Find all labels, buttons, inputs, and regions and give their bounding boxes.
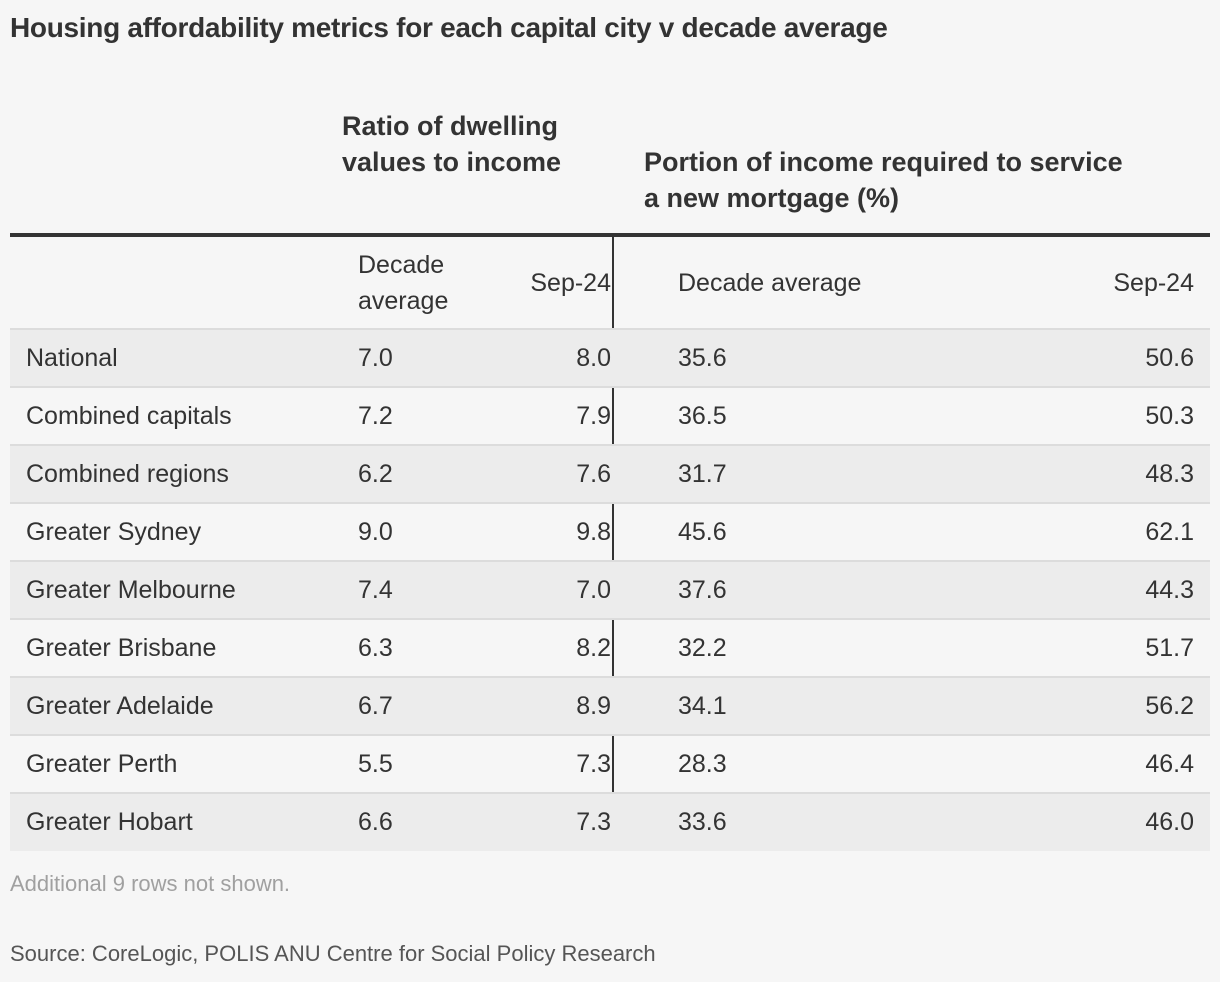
ratio-decade-cell: 7.2 — [358, 401, 393, 430]
chart-title: Housing affordability metrics for each c… — [10, 12, 888, 43]
table-row: Greater Sydney 9.0 9.8 45.6 62.1 — [10, 503, 1210, 561]
ratio-sep24-cell: 7.3 — [576, 749, 611, 778]
column-header-ratio-decade[interactable]: Decade average — [358, 250, 449, 315]
mortgage-sep24-cell: 62.1 — [1145, 517, 1194, 546]
group-divider — [612, 237, 614, 851]
table-row: Combined regions 6.2 7.6 31.7 48.3 — [10, 445, 1210, 503]
column-header-row: Decade average Sep-24 Decade average Sep… — [10, 237, 1210, 329]
mortgage-sep24-cell: 50.6 — [1145, 343, 1194, 372]
mortgage-decade-cell: 36.5 — [678, 401, 727, 430]
mortgage-decade-cell: 35.6 — [678, 343, 727, 372]
data-table: Decade average Sep-24 Decade average Sep… — [10, 237, 1210, 851]
row-name-cell: Combined regions — [26, 459, 229, 488]
ratio-decade-cell: 6.6 — [358, 808, 393, 836]
group-header-mortgage: Portion of income required to service a … — [644, 147, 1123, 213]
ratio-decade-cell: 6.7 — [358, 691, 393, 720]
row-name-cell: Greater Hobart — [26, 808, 193, 836]
mortgage-decade-cell: 31.7 — [678, 459, 727, 488]
row-name-cell: Greater Brisbane — [26, 633, 217, 662]
mortgage-sep24-cell: 51.7 — [1145, 633, 1194, 662]
row-name-cell: Greater Adelaide — [26, 691, 214, 720]
ratio-sep24-cell: 9.8 — [576, 517, 611, 546]
group-header-ratio: Ratio of dwelling values to income — [342, 111, 562, 177]
mortgage-decade-cell: 37.6 — [678, 575, 727, 604]
ratio-decade-cell: 6.3 — [358, 633, 393, 662]
header-rule — [10, 233, 1210, 237]
row-name-cell: Greater Melbourne — [26, 575, 236, 604]
ratio-decade-cell: 5.5 — [358, 749, 393, 778]
ratio-decade-cell: 7.4 — [358, 575, 393, 604]
rows-not-shown-note: Additional 9 rows not shown. — [10, 871, 291, 896]
mortgage-sep24-cell: 46.4 — [1145, 749, 1194, 778]
ratio-sep24-cell: 8.0 — [576, 343, 611, 372]
row-name-cell: National — [26, 343, 118, 372]
mortgage-decade-cell: 32.2 — [678, 633, 727, 662]
ratio-decade-cell: 9.0 — [358, 517, 393, 546]
row-name-cell: Combined capitals — [26, 401, 232, 430]
ratio-decade-cell: 7.0 — [358, 343, 393, 372]
ratio-sep24-cell: 7.0 — [576, 575, 611, 604]
mortgage-sep24-cell: 44.3 — [1145, 575, 1194, 604]
ratio-sep24-cell: 8.9 — [576, 691, 611, 720]
source-note: Source: CoreLogic, POLIS ANU Centre for … — [10, 941, 656, 966]
ratio-sep24-cell: 7.3 — [576, 808, 611, 836]
column-header-mortgage-sep24[interactable]: Sep-24 — [1113, 268, 1194, 297]
mortgage-decade-cell: 33.6 — [678, 808, 727, 836]
table-row: Greater Hobart 6.6 7.3 33.6 46.0 — [10, 793, 1210, 851]
row-name-cell: Greater Sydney — [26, 517, 202, 546]
mortgage-decade-cell: 28.3 — [678, 749, 727, 778]
mortgage-sep24-cell: 56.2 — [1145, 691, 1194, 720]
mortgage-decade-cell: 34.1 — [678, 691, 727, 720]
ratio-decade-cell: 6.2 — [358, 459, 393, 488]
mortgage-sep24-cell: 46.0 — [1145, 808, 1194, 836]
table-row: Greater Adelaide 6.7 8.9 34.1 56.2 — [10, 677, 1210, 735]
column-header-name[interactable] — [10, 237, 342, 329]
table-row: Combined capitals 7.2 7.9 36.5 50.3 — [10, 387, 1210, 445]
mortgage-sep24-cell: 50.3 — [1145, 401, 1194, 430]
column-header-mortgage-decade[interactable]: Decade average — [678, 268, 862, 297]
ratio-sep24-cell: 7.6 — [576, 459, 611, 488]
ratio-sep24-cell: 7.9 — [576, 401, 611, 430]
table-row: Greater Brisbane 6.3 8.2 32.2 51.7 — [10, 619, 1210, 677]
mortgage-decade-cell: 45.6 — [678, 517, 727, 546]
ratio-sep24-cell: 8.2 — [576, 633, 611, 662]
column-header-ratio-sep24[interactable]: Sep-24 — [530, 268, 611, 297]
mortgage-sep24-cell: 48.3 — [1145, 459, 1194, 488]
table-row: National 7.0 8.0 35.6 50.6 — [10, 329, 1210, 387]
row-name-cell: Greater Perth — [26, 749, 178, 778]
table-row: Greater Melbourne 7.4 7.0 37.6 44.3 — [10, 561, 1210, 619]
table-row: Greater Perth 5.5 7.3 28.3 46.4 — [10, 735, 1210, 793]
